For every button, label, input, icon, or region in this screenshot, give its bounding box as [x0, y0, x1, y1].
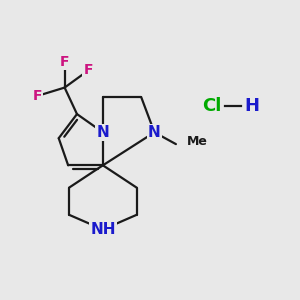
- Text: N: N: [97, 125, 109, 140]
- Text: F: F: [60, 55, 69, 69]
- Text: Cl: Cl: [202, 97, 221, 115]
- Text: NH: NH: [90, 222, 116, 237]
- Text: F: F: [83, 64, 93, 77]
- Text: H: H: [244, 97, 259, 115]
- Text: Me: Me: [187, 135, 208, 148]
- Text: N: N: [148, 125, 161, 140]
- Text: F: F: [32, 88, 42, 103]
